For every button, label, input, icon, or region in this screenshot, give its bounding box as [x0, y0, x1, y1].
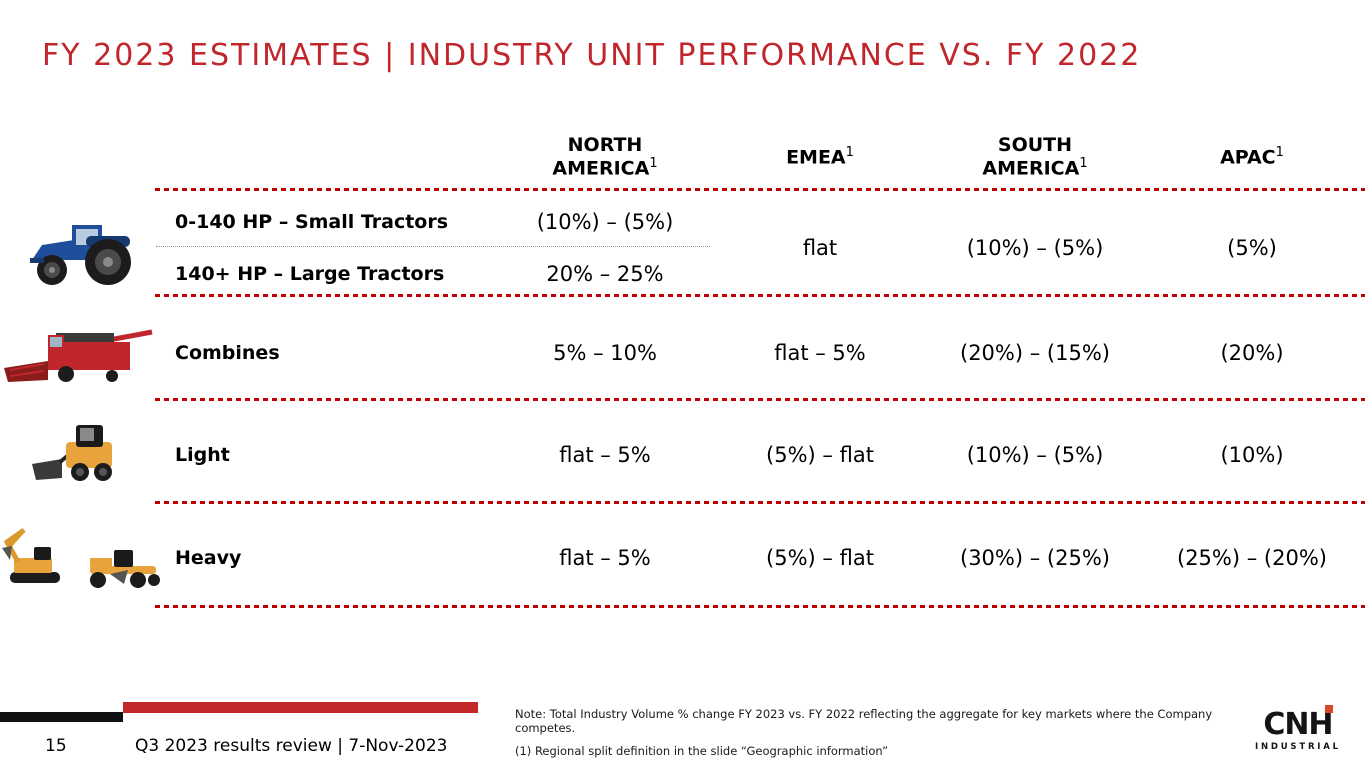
- cell-combines-north-america: 5% – 10%: [553, 341, 657, 365]
- row-label-combines: Combines: [175, 342, 280, 364]
- row-label-light: Light: [175, 444, 230, 466]
- separator-line: [155, 294, 1365, 297]
- column-header-north-america: NORTH AMERICA1: [470, 128, 740, 186]
- note-text: Note: Total Industry Volume % change FY …: [515, 707, 1213, 735]
- cell-light-apac: (10%): [1220, 443, 1284, 467]
- cell-small-tractors-north-america: (10%) – (5%): [536, 210, 674, 234]
- cell-heavy-emea: (5%) – flat: [766, 546, 874, 570]
- skid-steer-loader-image: [32, 425, 112, 481]
- logo-wordmark: CNH: [1263, 705, 1334, 742]
- logo-red-square-icon: [1324, 705, 1333, 713]
- separator-line: [155, 605, 1365, 608]
- footnote-marker: 1: [649, 156, 658, 172]
- cell-tractors-south-america: (10%) – (5%): [966, 236, 1104, 260]
- column-header-label: SOUTH AMERICA: [982, 133, 1080, 180]
- cell-heavy-apac: (25%) – (20%): [1177, 546, 1327, 570]
- blue-tractor-image: [30, 225, 131, 285]
- column-header-label: NORTH AMERICA: [552, 133, 650, 180]
- column-header-label: EMEA: [786, 146, 846, 169]
- footnote-marker: 1: [1275, 144, 1284, 160]
- footer-text: Q3 2023 results review | 7-Nov-2023: [135, 736, 448, 756]
- row-label-large-tractors: 140+ HP – Large Tractors: [175, 263, 445, 285]
- cell-light-south-america: (10%) – (5%): [966, 443, 1104, 467]
- page-title: FY 2023 ESTIMATES | INDUSTRY UNIT PERFOR…: [42, 38, 1142, 73]
- column-header-south-america: SOUTH AMERICA1: [915, 128, 1155, 186]
- cell-large-tractors-north-america: 20% – 25%: [546, 262, 664, 286]
- cell-light-north-america: flat – 5%: [559, 443, 651, 467]
- logo-text: CNH: [1263, 707, 1333, 742]
- cell-tractors-emea: flat: [802, 236, 838, 260]
- column-header-emea: EMEA1: [715, 128, 925, 186]
- excavator-and-grader-image: [2, 527, 160, 588]
- page-number: 15: [45, 736, 67, 756]
- cell-combines-apac: (20%): [1220, 341, 1284, 365]
- cell-heavy-south-america: (30%) – (25%): [960, 546, 1110, 570]
- footnote-marker: 1: [845, 144, 854, 160]
- cell-heavy-north-america: flat – 5%: [559, 546, 651, 570]
- row-label-small-tractors: 0-140 HP – Small Tractors: [175, 211, 449, 233]
- separator-line: [155, 501, 1365, 504]
- cell-light-emea: (5%) – flat: [766, 443, 874, 467]
- cell-combines-emea: flat – 5%: [774, 341, 866, 365]
- cell-combines-south-america: (20%) – (15%): [960, 341, 1110, 365]
- footer-red-bar: [123, 702, 478, 713]
- footnote-marker: 1: [1079, 156, 1088, 172]
- red-combine-harvester-image: [4, 329, 153, 382]
- column-header-label: APAC: [1220, 146, 1276, 169]
- tractor-row-divider: [156, 246, 710, 247]
- cell-tractors-apac: (5%): [1227, 236, 1277, 260]
- logo-subtext: INDUSTRIAL: [1255, 742, 1341, 752]
- separator-line: [155, 398, 1365, 401]
- footnote-text: (1) Regional split definition in the sli…: [515, 744, 889, 758]
- footer-black-bar: [0, 712, 123, 722]
- cnh-industrial-logo: CNH INDUSTRIAL: [1255, 705, 1341, 752]
- column-header-apac: APAC1: [1140, 128, 1364, 186]
- separator-line: [155, 188, 1365, 191]
- row-label-heavy: Heavy: [175, 547, 242, 569]
